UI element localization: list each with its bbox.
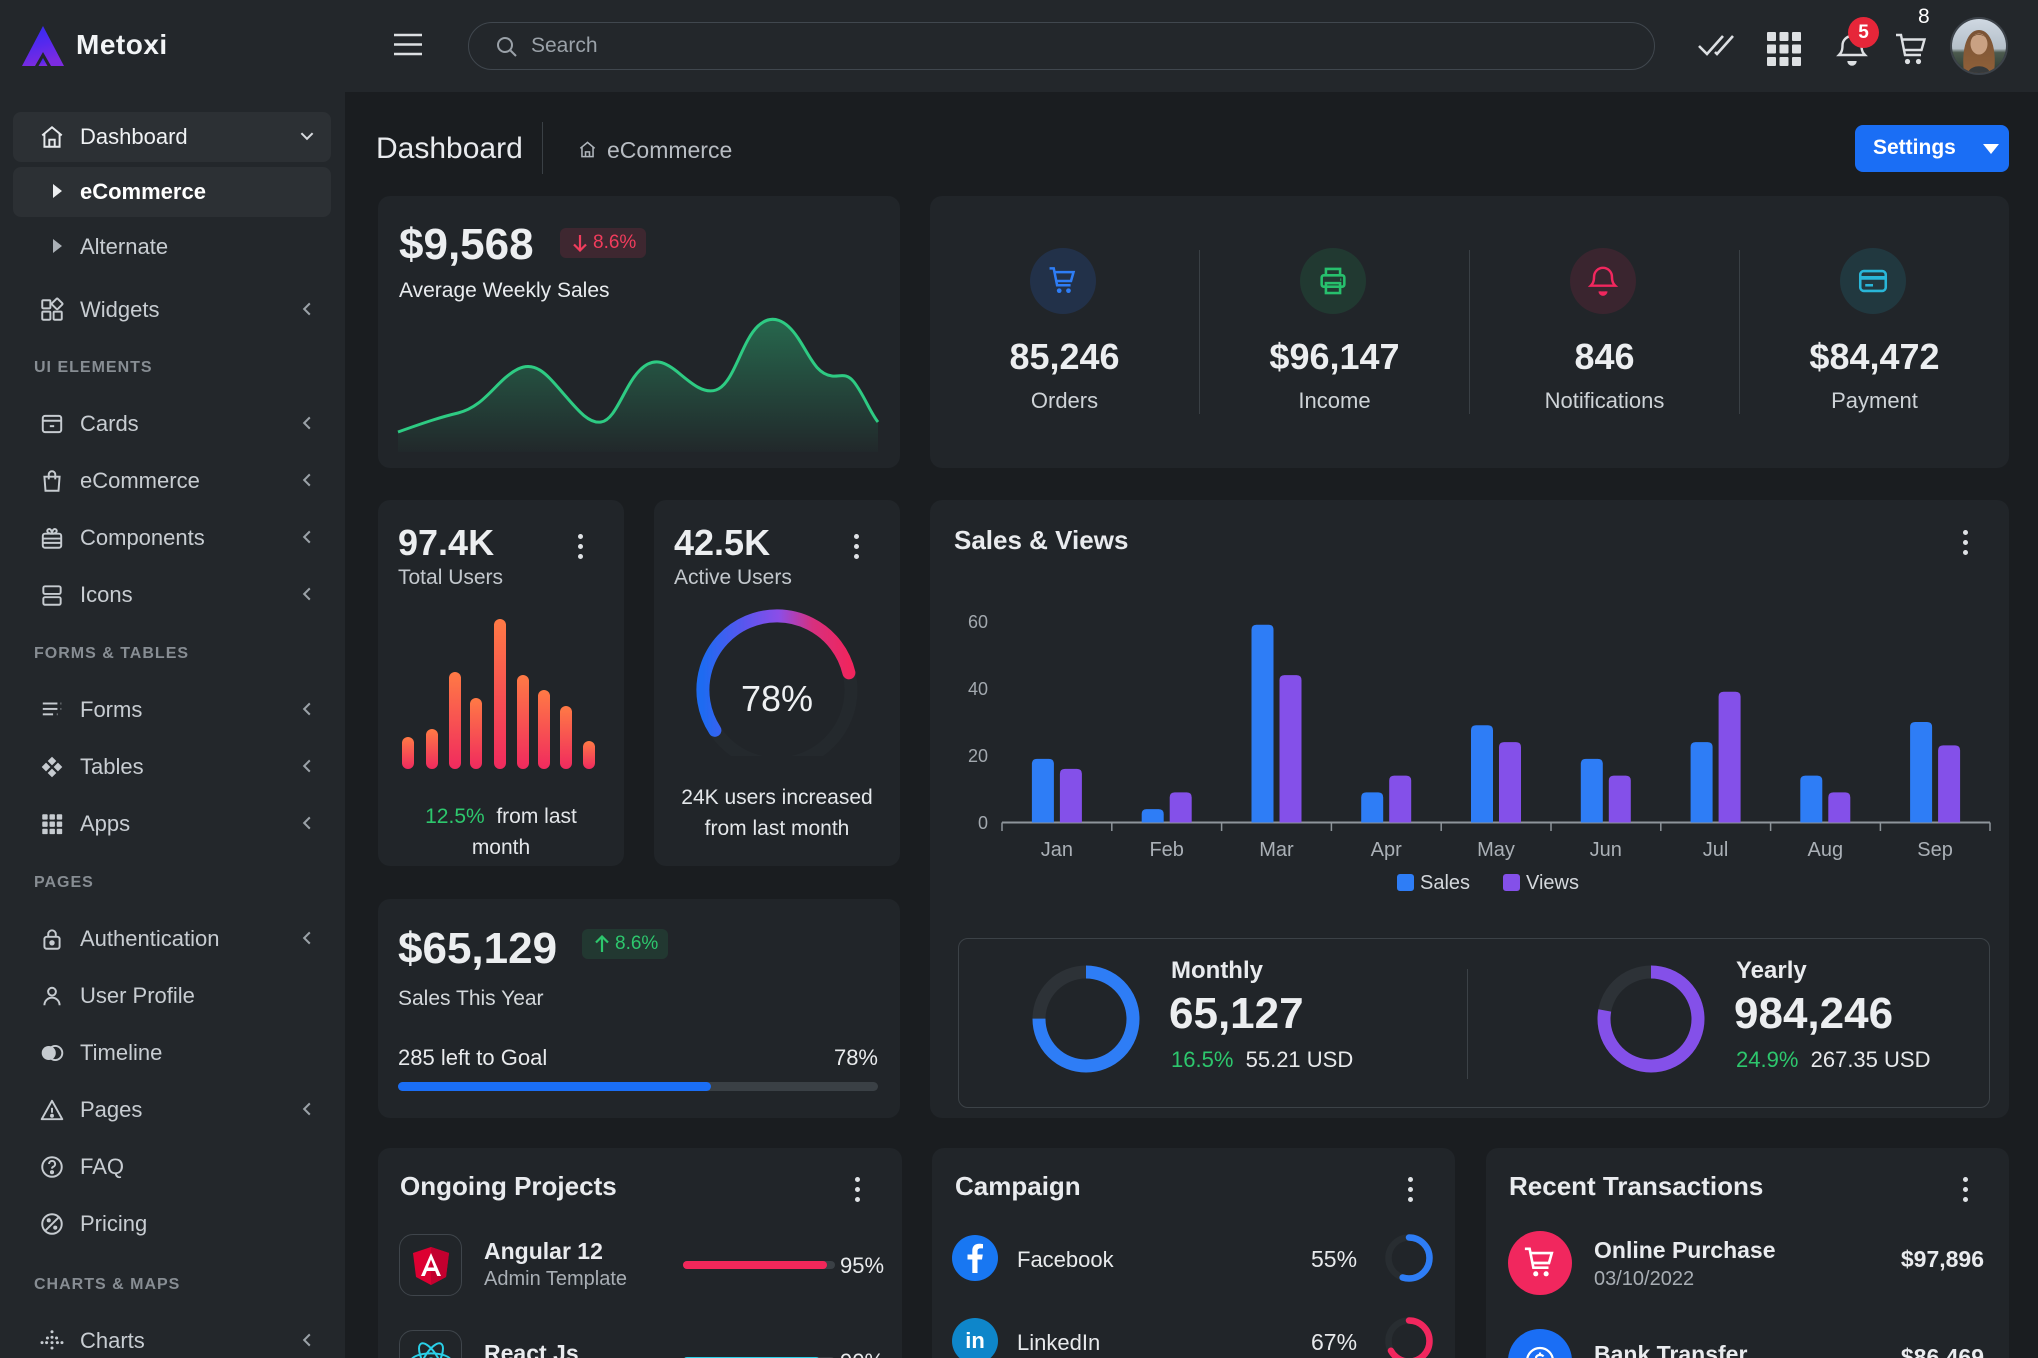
svg-text:Apr: Apr	[1371, 839, 1402, 861]
svg-text:Sep: Sep	[1917, 839, 1953, 861]
svg-text:Jul: Jul	[1703, 839, 1729, 861]
svg-text:Jan: Jan	[1041, 839, 1073, 861]
svg-text:Feb: Feb	[1149, 839, 1183, 861]
svg-text:20: 20	[968, 746, 988, 766]
svg-text:40: 40	[968, 679, 988, 699]
svg-text:0: 0	[978, 813, 988, 833]
svg-text:60: 60	[968, 612, 988, 632]
svg-text:Aug: Aug	[1808, 839, 1844, 861]
svg-text:May: May	[1477, 839, 1515, 861]
svg-text:Jun: Jun	[1590, 839, 1622, 861]
svg-text:Mar: Mar	[1259, 839, 1294, 861]
